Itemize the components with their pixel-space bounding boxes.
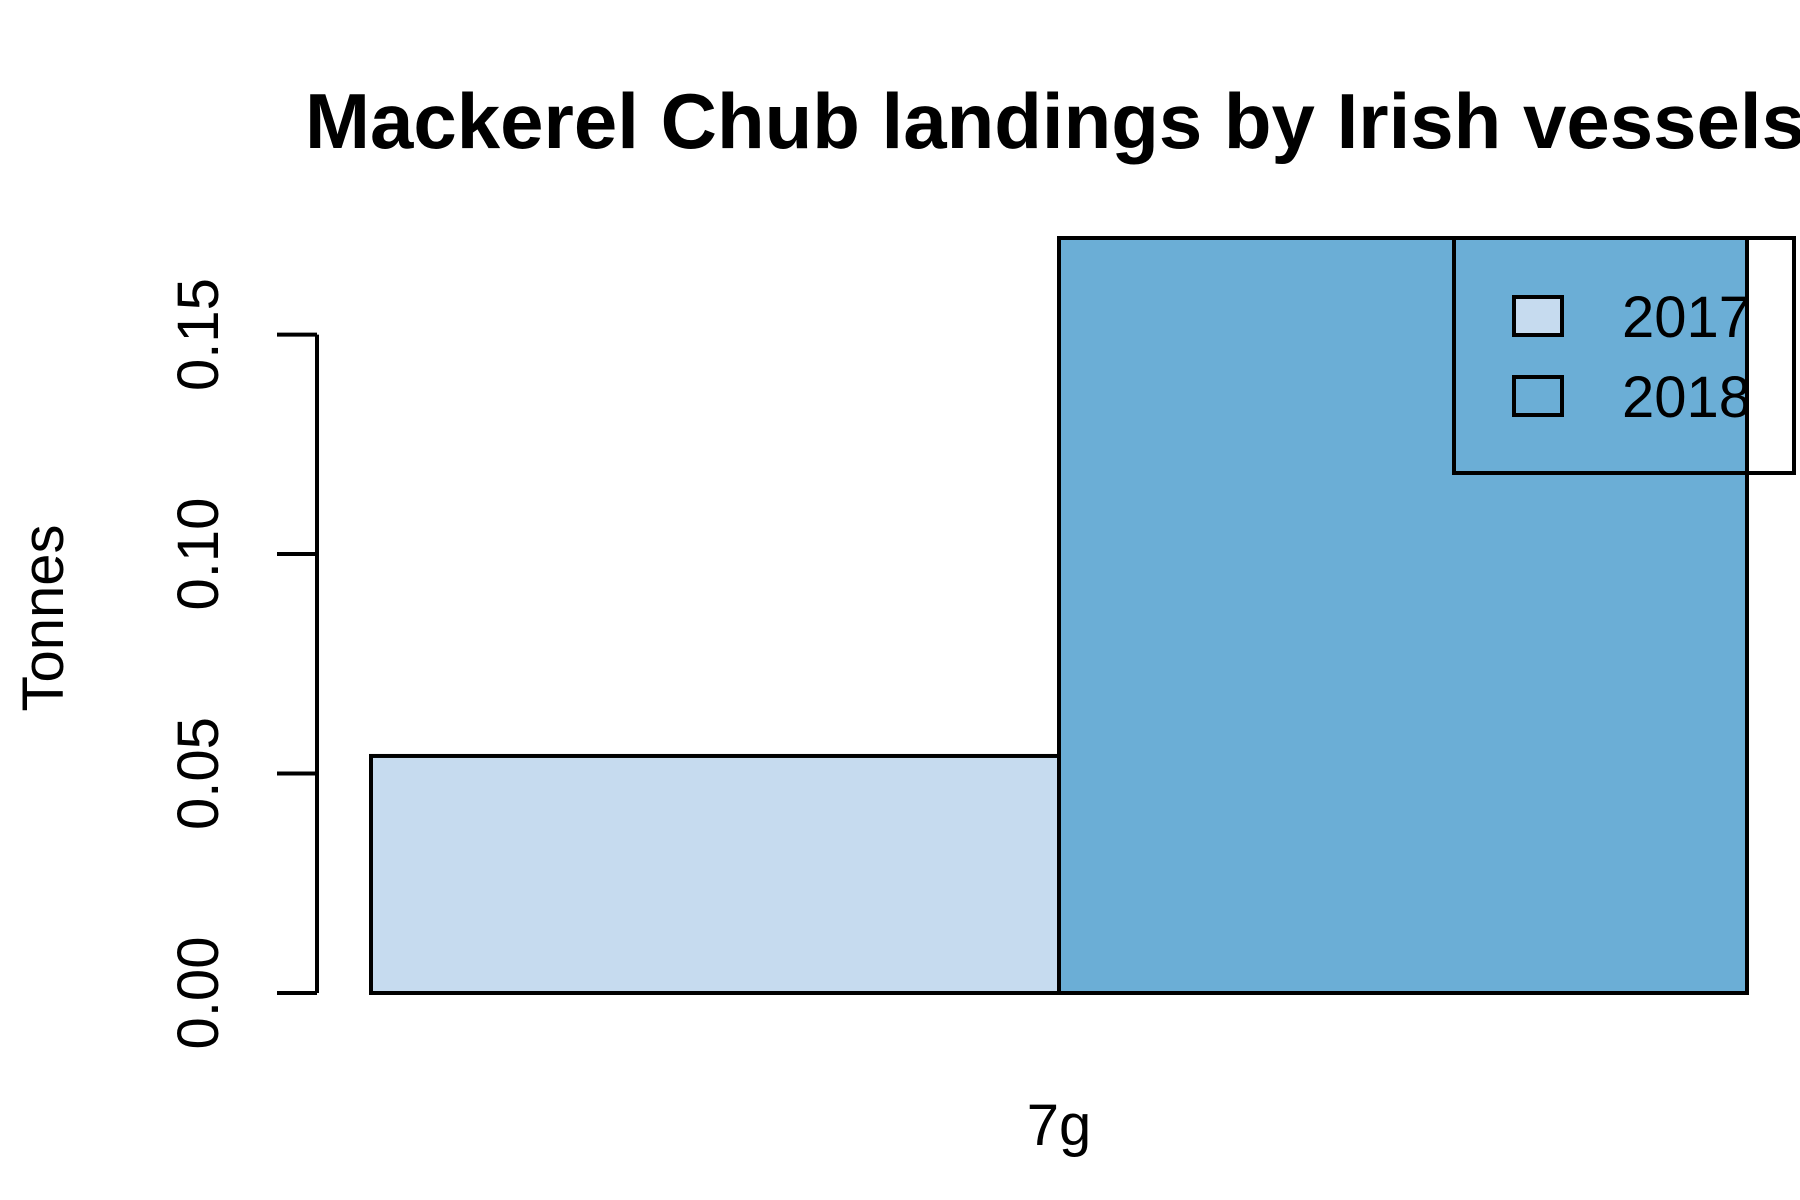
y-axis-label: Tonnes <box>11 524 76 711</box>
legend-items: 2017 2018 <box>1512 285 1751 430</box>
y-tick-label: 0.10 <box>166 498 231 611</box>
chart-title: Mackerel Chub landings by Irish vessels <box>305 77 1800 165</box>
x-axis: 7g <box>1027 1093 1092 1158</box>
legend-label-2017: 2017 <box>1622 285 1751 350</box>
legend-label-2018: 2018 <box>1622 365 1751 430</box>
bars <box>369 236 1749 995</box>
y-axis: 0.00 0.05 0.10 0.15 <box>166 278 319 1050</box>
x-category-label: 7g <box>1027 1093 1092 1158</box>
legend-swatch-2018 <box>1512 375 1564 417</box>
y-tick-label: 0.05 <box>166 717 231 830</box>
legend-box <box>1452 236 1796 475</box>
y-tick-label: 0.00 <box>166 937 231 1050</box>
legend: 2017 2018 <box>1452 236 1796 475</box>
legend-swatch-2017 <box>1512 295 1564 337</box>
bar-2018-7g <box>1057 236 1749 995</box>
y-tick-label: 0.15 <box>166 278 231 391</box>
bar-2017-7g <box>369 753 1061 995</box>
